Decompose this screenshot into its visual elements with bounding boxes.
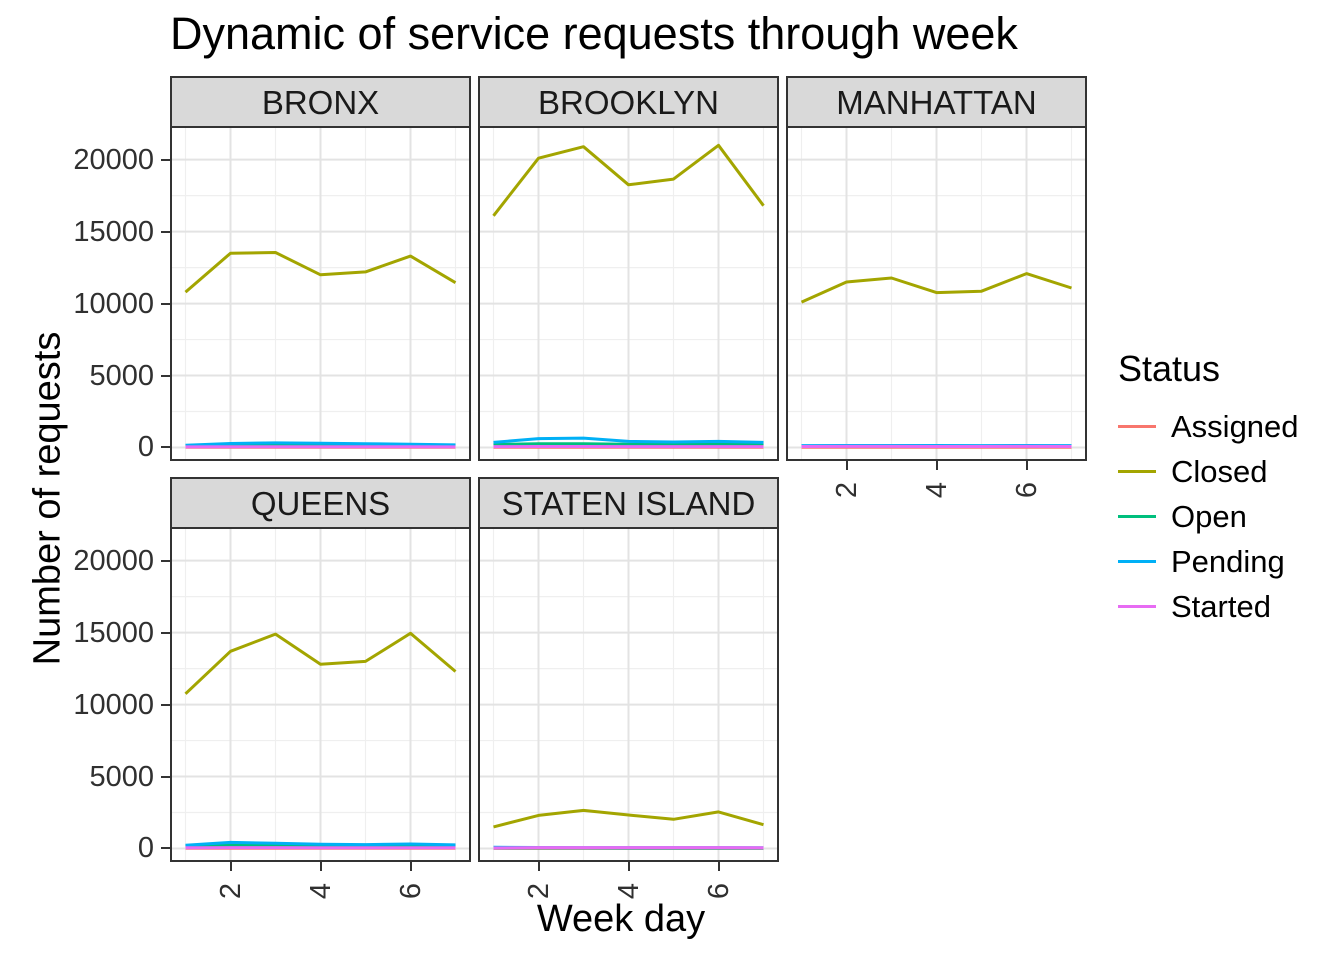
legend-title: Status [1118,348,1221,389]
x-axis-tick-label: 6 [702,882,735,900]
x-axis-tick-label: 4 [920,481,953,499]
facet-panel-staten-island [478,527,779,862]
y-axis-tick-label: 10000 [73,287,154,320]
legend: Status Assigned Closed Open Pending Star… [1118,348,1299,629]
x-axis-tick [537,862,540,871]
y-axis-tick [161,559,170,562]
x-axis-tick [717,862,720,871]
x-axis-tick [229,862,232,871]
y-axis-tick-label: 0 [137,832,154,865]
y-axis-tick [161,631,170,634]
y-axis-tick [161,775,170,778]
y-axis-tick [161,158,170,161]
x-axis-tick-label: 2 [830,481,863,499]
legend-key-line-icon [1118,515,1156,518]
x-axis-tick [319,862,322,871]
legend-key-line-icon [1118,605,1156,608]
y-axis-tick-label: 20000 [73,143,154,176]
facet-strip: MANHATTAN [786,76,1087,128]
line-closed [184,251,457,294]
y-axis-tick [161,302,170,305]
legend-entry-label: Started [1171,588,1271,624]
y-axis-tick-label: 15000 [73,616,154,649]
facet-panel-manhattan [786,126,1087,461]
y-axis-tick [161,847,170,850]
x-axis-tick [409,862,412,871]
line-open [493,442,764,447]
legend-key-line-icon [1118,470,1156,473]
legend-entry: Closed [1118,449,1299,494]
facet-strip: BROOKLYN [478,76,779,128]
facet-panel-queens [170,527,471,862]
facet-panel-bronx [170,126,471,461]
y-axis-tick-label: 10000 [73,688,154,721]
legend-entry: Open [1118,494,1299,539]
legend-entry-label: Pending [1171,543,1285,579]
facet-strip: QUEENS [170,477,471,529]
y-axis-tick-label: 5000 [89,359,154,392]
legend-entry: Started [1118,584,1299,629]
x-axis-tick-label: 4 [304,882,337,900]
y-axis-tick-label: 15000 [73,215,154,248]
legend-entry-label: Closed [1171,453,1268,489]
y-axis-tick [161,230,170,233]
facet-strip: STATEN ISLAND [478,477,779,529]
legend-entry: Assigned [1118,404,1299,449]
legend-entry-label: Assigned [1171,408,1299,444]
y-axis-tick-label: 20000 [73,544,154,577]
x-axis-tick-label: 6 [1010,481,1043,499]
y-axis-tick [161,446,170,449]
line-open [185,843,456,848]
facet-panel-brooklyn [478,126,779,461]
line-pending [185,840,456,847]
line-pending [493,436,764,444]
line-closed [492,143,765,217]
x-axis-tick-label: 2 [522,882,555,900]
y-axis-tick-label: 5000 [89,760,154,793]
line-closed [184,631,457,695]
facet-strip: BRONX [170,76,471,128]
y-axis-tick [161,703,170,706]
y-axis-tick-label: 0 [137,431,154,464]
legend-entry-label: Open [1171,498,1247,534]
legend-entry: Pending [1118,539,1299,584]
y-axis-tick [161,374,170,377]
legend-key-line-icon [1118,425,1156,428]
x-axis-tick-label: 6 [394,882,427,900]
x-axis-tick [845,461,848,470]
x-axis-tick-label: 2 [214,882,247,900]
plot-title: Dynamic of service requests through week [170,8,1018,59]
line-pending [185,441,456,447]
legend-key-line-icon [1118,560,1156,563]
x-axis-tick [627,862,630,871]
line-closed [800,272,1072,304]
x-axis-tick [1025,461,1028,470]
line-closed [493,808,764,829]
x-axis-title: Week day [536,898,706,940]
x-axis-tick-label: 4 [612,882,645,900]
x-axis-tick [935,461,938,470]
